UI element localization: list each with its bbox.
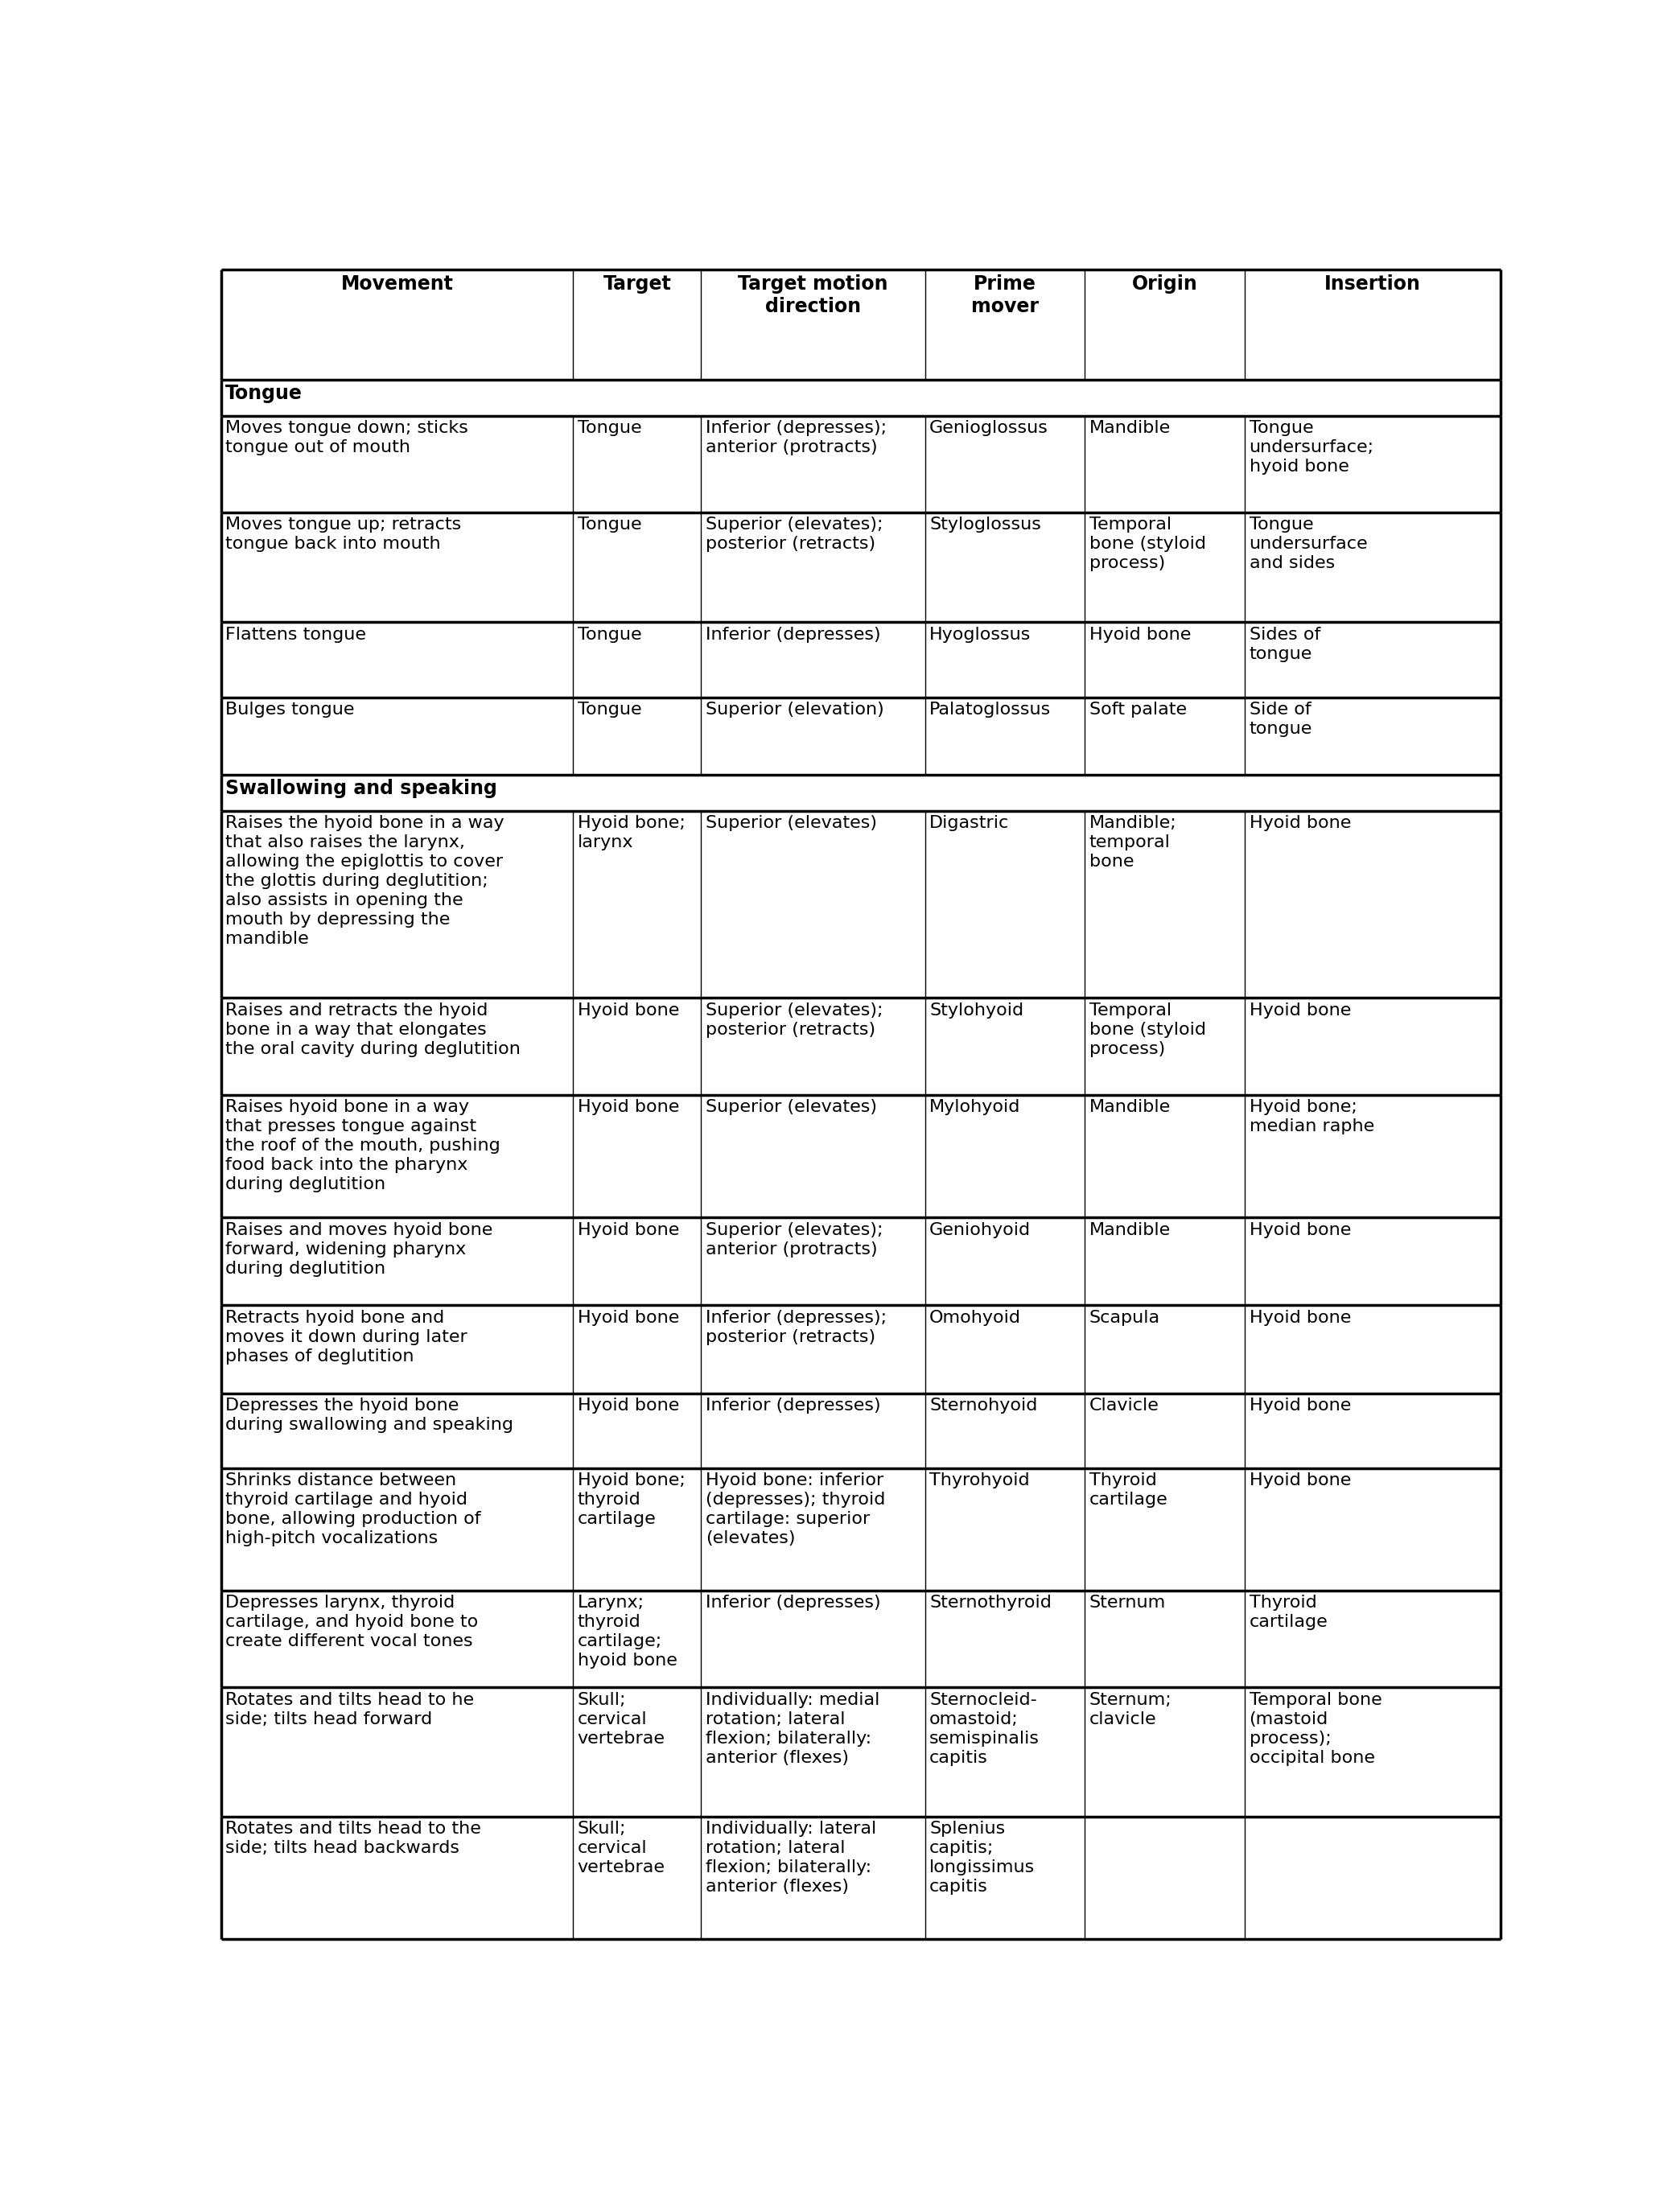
Text: Sternohyoid: Sternohyoid [929,1397,1038,1414]
Text: Rotates and tilts head to he
side; tilts head forward: Rotates and tilts head to he side; tilts… [225,1692,474,1727]
Text: Scapula: Scapula [1089,1309,1161,1325]
Text: Shrinks distance between
thyroid cartilage and hyoid
bone, allowing production o: Shrinks distance between thyroid cartila… [225,1473,480,1546]
Text: Inferior (depresses): Inferior (depresses) [706,627,880,643]
Text: Hyoid bone: Hyoid bone [1250,815,1351,831]
Text: Origin: Origin [1132,273,1198,293]
Text: Hyoid bone: Hyoid bone [1250,1003,1351,1019]
Text: Thyrohyoid: Thyrohyoid [929,1473,1030,1489]
Text: Depresses larynx, thyroid
cartilage, and hyoid bone to
create different vocal to: Depresses larynx, thyroid cartilage, and… [225,1596,479,1650]
Text: Mandible: Mandible [1089,1222,1171,1237]
Text: Prime
mover: Prime mover [971,273,1038,317]
Text: Depresses the hyoid bone
during swallowing and speaking: Depresses the hyoid bone during swallowi… [225,1397,514,1432]
Text: Sternocleid-
omastoid;
semispinalis
capitis: Sternocleid- omastoid; semispinalis capi… [929,1692,1040,1766]
Text: Tongue
undersurface
and sides: Tongue undersurface and sides [1250,516,1368,571]
Text: Hyoid bone: Hyoid bone [578,1397,679,1414]
Text: Omohyoid: Omohyoid [929,1309,1021,1325]
Text: Hyoid bone: Hyoid bone [578,1100,679,1115]
Text: Raises hyoid bone in a way
that presses tongue against
the roof of the mouth, pu: Raises hyoid bone in a way that presses … [225,1100,501,1194]
Text: Hyoglossus: Hyoglossus [929,627,1032,643]
Text: Inferior (depresses): Inferior (depresses) [706,1397,880,1414]
Text: Splenius
capitis;
longissimus
capitis: Splenius capitis; longissimus capitis [929,1821,1035,1895]
Text: Bulges tongue: Bulges tongue [225,702,354,717]
Text: Rotates and tilts head to the
side; tilts head backwards: Rotates and tilts head to the side; tilt… [225,1821,482,1856]
Text: Superior (elevates);
posterior (retracts): Superior (elevates); posterior (retracts… [706,516,882,553]
Text: Raises and moves hyoid bone
forward, widening pharynx
during deglutition: Raises and moves hyoid bone forward, wid… [225,1222,492,1277]
Text: Tongue: Tongue [578,627,642,643]
Text: Mandible: Mandible [1089,1100,1171,1115]
Text: Superior (elevates);
anterior (protracts): Superior (elevates); anterior (protracts… [706,1222,882,1257]
Text: Inferior (depresses);
anterior (protracts): Inferior (depresses); anterior (protract… [706,420,887,455]
Text: Hyoid bone: Hyoid bone [1250,1222,1351,1237]
Text: Superior (elevates): Superior (elevates) [706,815,877,831]
Text: Hyoid bone;
thyroid
cartilage: Hyoid bone; thyroid cartilage [578,1473,685,1528]
Text: Moves tongue up; retracts
tongue back into mouth: Moves tongue up; retracts tongue back in… [225,516,462,553]
Text: Inferior (depresses): Inferior (depresses) [706,1596,880,1611]
Text: Skull;
cervical
vertebrae: Skull; cervical vertebrae [578,1692,665,1747]
Text: Larynx;
thyroid
cartilage;
hyoid bone: Larynx; thyroid cartilage; hyoid bone [578,1596,677,1670]
Text: Raises and retracts the hyoid
bone in a way that elongates
the oral cavity durin: Raises and retracts the hyoid bone in a … [225,1003,521,1058]
Text: Tongue: Tongue [578,516,642,533]
Text: Soft palate: Soft palate [1089,702,1186,717]
Text: Sternum: Sternum [1089,1596,1166,1611]
Text: Temporal
bone (styloid
process): Temporal bone (styloid process) [1089,1003,1206,1058]
Text: Individually: medial
rotation; lateral
flexion; bilaterally:
anterior (flexes): Individually: medial rotation; lateral f… [706,1692,880,1766]
Text: Tongue: Tongue [578,702,642,717]
Text: Retracts hyoid bone and
moves it down during later
phases of deglutition: Retracts hyoid bone and moves it down du… [225,1309,467,1364]
Text: Hyoid bone: Hyoid bone [578,1222,679,1237]
Text: Skull;
cervical
vertebrae: Skull; cervical vertebrae [578,1821,665,1876]
Text: Individually: lateral
rotation; lateral
flexion; bilaterally:
anterior (flexes): Individually: lateral rotation; lateral … [706,1821,877,1895]
Text: Swallowing and speaking: Swallowing and speaking [225,778,497,798]
Text: Temporal bone
(mastoid
process);
occipital bone: Temporal bone (mastoid process); occipit… [1250,1692,1381,1766]
Text: Hyoid bone: Hyoid bone [578,1003,679,1019]
Text: Movement: Movement [341,273,454,293]
Text: Tongue: Tongue [578,420,642,435]
Text: Geniohyoid: Geniohyoid [929,1222,1032,1237]
Text: Tongue
undersurface;
hyoid bone: Tongue undersurface; hyoid bone [1250,420,1374,474]
Text: Hyoid bone: Hyoid bone [1250,1397,1351,1414]
Text: Stylohyoid: Stylohyoid [929,1003,1023,1019]
Text: Clavicle: Clavicle [1089,1397,1159,1414]
Text: Genioglossus: Genioglossus [929,420,1048,435]
Text: Target motion
direction: Target motion direction [738,273,889,317]
Text: Sides of
tongue: Sides of tongue [1250,627,1320,662]
Text: Hyoid bone: Hyoid bone [1089,627,1191,643]
Text: Styloglossus: Styloglossus [929,516,1042,533]
Text: Hyoid bone: Hyoid bone [1250,1473,1351,1489]
Text: Target: Target [603,273,672,293]
Text: Superior (elevation): Superior (elevation) [706,702,884,717]
Text: Superior (elevates);
posterior (retracts): Superior (elevates); posterior (retracts… [706,1003,882,1038]
Text: Inferior (depresses);
posterior (retracts): Inferior (depresses); posterior (retract… [706,1309,887,1344]
Text: Sternothyroid: Sternothyroid [929,1596,1052,1611]
Text: Mylohyoid: Mylohyoid [929,1100,1020,1115]
Text: Insertion: Insertion [1324,273,1421,293]
Text: Temporal
bone (styloid
process): Temporal bone (styloid process) [1089,516,1206,571]
Text: Digastric: Digastric [929,815,1010,831]
Text: Hyoid bone;
larynx: Hyoid bone; larynx [578,815,685,850]
Text: Side of
tongue: Side of tongue [1250,702,1312,737]
Text: Sternum;
clavicle: Sternum; clavicle [1089,1692,1173,1727]
Text: Tongue: Tongue [225,385,302,402]
Text: Flattens tongue: Flattens tongue [225,627,366,643]
Text: Thyroid
cartilage: Thyroid cartilage [1250,1596,1327,1631]
Text: Hyoid bone;
median raphe: Hyoid bone; median raphe [1250,1100,1374,1135]
Text: Mandible;
temporal
bone: Mandible; temporal bone [1089,815,1176,870]
Text: Hyoid bone: inferior
(depresses); thyroid
cartilage: superior
(elevates): Hyoid bone: inferior (depresses); thyroi… [706,1473,885,1546]
Text: Raises the hyoid bone in a way
that also raises the larynx,
allowing the epiglot: Raises the hyoid bone in a way that also… [225,815,504,947]
Text: Moves tongue down; sticks
tongue out of mouth: Moves tongue down; sticks tongue out of … [225,420,469,455]
Text: Superior (elevates): Superior (elevates) [706,1100,877,1115]
Text: Mandible: Mandible [1089,420,1171,435]
Text: Palatoglossus: Palatoglossus [929,702,1052,717]
Text: Thyroid
cartilage: Thyroid cartilage [1089,1473,1168,1508]
Text: Hyoid bone: Hyoid bone [1250,1309,1351,1325]
Text: Hyoid bone: Hyoid bone [578,1309,679,1325]
